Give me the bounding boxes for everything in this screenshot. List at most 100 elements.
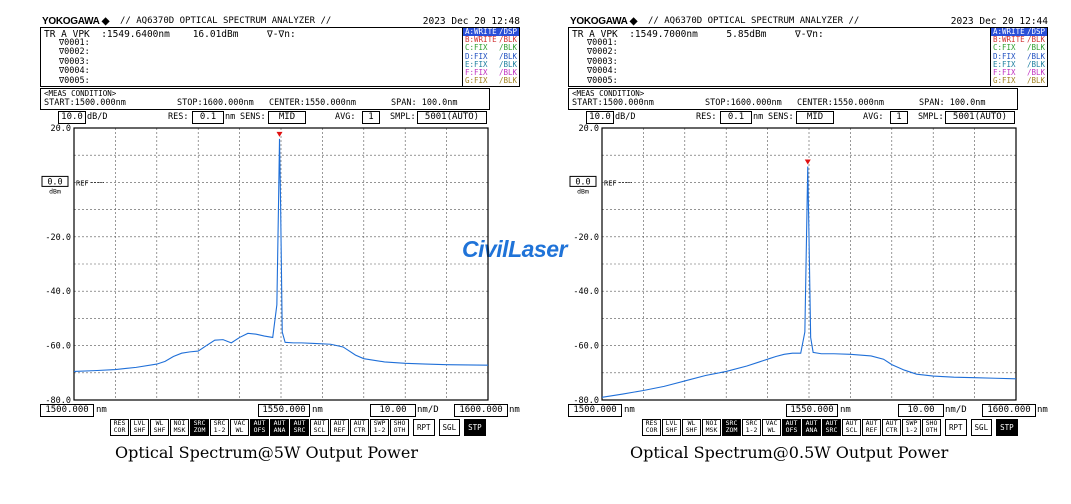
x-left-unit: nm xyxy=(96,405,107,415)
softkey-src-1-2[interactable]: SRC 1-2 xyxy=(210,419,229,436)
avg-value[interactable]: 1 xyxy=(890,111,908,124)
div-value[interactable]: 10.00 xyxy=(370,404,416,417)
stp-button[interactable]: STP xyxy=(464,419,486,436)
trace-row-e-fix[interactable]: E:FIX/BLK xyxy=(991,60,1047,69)
softkey-wl-shf[interactable]: WL SHF xyxy=(682,419,701,436)
trace-row-e-fix[interactable]: E:FIX/BLK xyxy=(463,59,519,69)
softkey-swp-1-2[interactable]: SWP 1-2 xyxy=(902,419,921,436)
softkey-lvl-shf[interactable]: LVL SHF xyxy=(130,419,149,436)
trace-row-a-write[interactable]: A:WRITE/DSP xyxy=(991,27,1047,37)
softkey-bottom: REF xyxy=(865,426,878,434)
div-value[interactable]: 10.00 xyxy=(898,404,944,417)
avg-value[interactable]: 1 xyxy=(362,111,380,124)
softkey-aut-scl[interactable]: AUT SCL xyxy=(842,419,861,436)
softkey-aut-ref[interactable]: AUT REF xyxy=(862,419,881,436)
softkey-aut-ref[interactable]: AUT REF xyxy=(330,419,349,436)
x-right-value[interactable]: 1600.000 xyxy=(454,404,508,417)
trace-row-f-fix[interactable]: F:FIX/BLK xyxy=(991,68,1047,78)
softkey-top: LVL xyxy=(665,419,678,427)
rpt-button[interactable]: RPT xyxy=(413,419,435,436)
softkey-bottom: 1-2 xyxy=(905,426,918,434)
softkey-sho-oth[interactable]: SHO OTH xyxy=(390,419,409,436)
smpl-value[interactable]: 5001(AUTO) xyxy=(945,111,1015,124)
x-left-value[interactable]: 1500.000 xyxy=(40,404,94,417)
softkey-src-zom[interactable]: SRC ZOM xyxy=(722,419,741,436)
softkey-vac-wl[interactable]: VAC WL xyxy=(762,419,781,436)
softkey-src-1-2[interactable]: SRC 1-2 xyxy=(742,419,761,436)
y-tick-label: -20.0 xyxy=(573,233,599,243)
softkey-aut-src[interactable]: AUT SRC xyxy=(290,419,309,436)
softkey-aut-src[interactable]: AUT SRC xyxy=(822,419,841,436)
smpl-value[interactable]: 5001(AUTO) xyxy=(417,111,487,124)
softkey-bottom: SHF xyxy=(133,426,146,434)
softkey-aut-scl[interactable]: AUT SCL xyxy=(310,419,329,436)
softkey-src-zom[interactable]: SRC ZOM xyxy=(190,419,209,436)
softkey-bottom: MSK xyxy=(705,426,718,434)
span-value: SPAN: 100.0nm xyxy=(391,98,458,108)
trace-row-g-fix[interactable]: G:FIX/BLK xyxy=(991,77,1047,85)
y-tick-label: -20.0 xyxy=(45,233,71,243)
softkey-bottom: COR xyxy=(645,426,658,434)
trace-mode: /BLK xyxy=(498,59,517,69)
sgl-button[interactable]: SGL xyxy=(438,419,461,436)
sens-value[interactable]: MID xyxy=(268,111,306,124)
softkey-wl-shf[interactable]: WL SHF xyxy=(150,419,169,436)
x-center-value[interactable]: 1550.000 xyxy=(258,404,310,417)
softkey-bottom: COR xyxy=(113,426,126,434)
softkey-res-cor[interactable]: RES COR xyxy=(642,419,661,436)
marker-item: ∇0005: xyxy=(59,75,90,86)
softkey-top: SHO xyxy=(925,419,938,427)
trace-row-c-fix[interactable]: C:FIX/BLK xyxy=(463,44,519,52)
softkey-lvl-shf[interactable]: LVL SHF xyxy=(662,419,681,436)
trace-name: F:FIX xyxy=(465,68,488,78)
res-value[interactable]: 0.1 xyxy=(720,111,752,124)
trace-row-f-fix[interactable]: F:FIX/BLK xyxy=(463,68,519,78)
res-value[interactable]: 0.1 xyxy=(192,111,224,124)
marker-list: ∇0001: ∇0002: ∇0003: ∇0004: ∇0005: xyxy=(587,38,618,86)
scale-value[interactable]: 10.0 xyxy=(58,111,86,124)
softkey-aut-ctr[interactable]: AUT CTR xyxy=(350,419,369,436)
trace-mode: /BLK xyxy=(498,35,517,45)
trace-row-d-fix[interactable]: D:FIX/BLK xyxy=(991,52,1047,61)
x-right-unit: nm xyxy=(509,405,520,415)
trace-row-g-fix[interactable]: G:FIX/BLK xyxy=(463,77,519,85)
softkey-bottom: ANA xyxy=(273,426,286,434)
osa-panel-05w: YOKOGAWA ◆ // AQ6370D OPTICAL SPECTRUM AN… xyxy=(568,16,1048,436)
x-left-value[interactable]: 1500.000 xyxy=(568,404,622,417)
stp-button[interactable]: STP xyxy=(996,419,1018,436)
softkey-swp-1-2[interactable]: SWP 1-2 xyxy=(370,419,389,436)
y-tick-label: 20.0 xyxy=(51,124,71,134)
softkey-noi-msk[interactable]: NOI MSK xyxy=(170,419,189,436)
rpt-button[interactable]: RPT xyxy=(945,419,967,436)
date-time: 2023 Dec 20 12:44 xyxy=(950,16,1048,27)
softkey-top: AUT xyxy=(885,419,898,427)
sgl-button[interactable]: SGL xyxy=(970,419,993,436)
scale-value[interactable]: 10.0 xyxy=(586,111,614,124)
softkey-res-cor[interactable]: RES COR xyxy=(110,419,129,436)
softkey-aut-ofs[interactable]: AUT OFS xyxy=(782,419,801,436)
softkey-aut-ana[interactable]: AUT ANA xyxy=(802,419,821,436)
softkey-top: SRC xyxy=(213,419,226,427)
trace-row-b-write[interactable]: B:WRITE/BLK xyxy=(991,35,1047,44)
trace-row-c-fix[interactable]: C:FIX/BLK xyxy=(991,44,1047,52)
trace-header: TR A VPK :1549.6400nm 16.01dBm ∇-∇n: ∇000… xyxy=(40,27,520,87)
trace-row-b-write[interactable]: B:WRITE/BLK xyxy=(463,35,519,45)
trace-row-a-write[interactable]: A:WRITE/DSP xyxy=(463,27,519,37)
softkey-noi-msk[interactable]: NOI MSK xyxy=(702,419,721,436)
x-center-value[interactable]: 1550.000 xyxy=(786,404,838,417)
osa-panel-5w: YOKOGAWA ◆ // AQ6370D OPTICAL SPECTRUM AN… xyxy=(40,16,520,436)
x-right-value[interactable]: 1600.000 xyxy=(982,404,1036,417)
marker-item: ∇0003: xyxy=(587,56,618,67)
softkey-aut-ofs[interactable]: AUT OFS xyxy=(250,419,269,436)
softkey-sho-oth[interactable]: SHO OTH xyxy=(922,419,941,436)
softkey-aut-ctr[interactable]: AUT CTR xyxy=(882,419,901,436)
softkey-vac-wl[interactable]: VAC WL xyxy=(230,419,249,436)
peak-readout: TR A VPK :1549.7000nm 5.85dBm ∇-∇n: xyxy=(572,29,824,40)
softkey-aut-ana[interactable]: AUT ANA xyxy=(270,419,289,436)
softkey-bottom: CTR xyxy=(885,426,898,434)
sens-value[interactable]: MID xyxy=(796,111,834,124)
res-label: RES: xyxy=(168,112,189,122)
trace-row-d-fix[interactable]: D:FIX/BLK xyxy=(463,52,519,61)
trace-name: G:FIX xyxy=(993,76,1016,86)
trace-mode: /BLK xyxy=(1026,68,1045,78)
